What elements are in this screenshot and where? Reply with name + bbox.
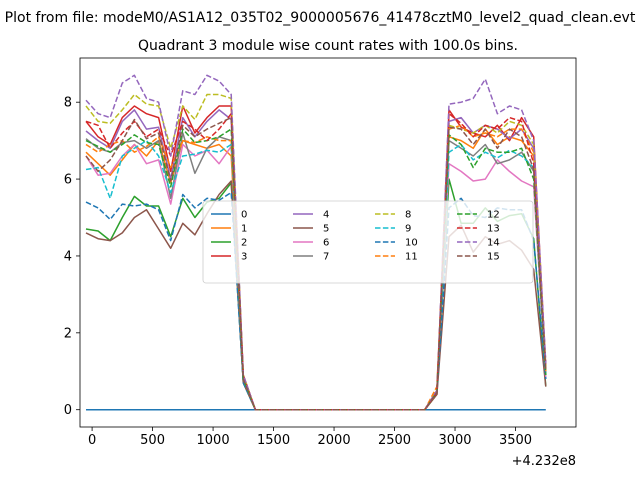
x-tick-label-3000: 3000: [438, 433, 471, 448]
legend-label-0: 0: [241, 210, 247, 221]
x-tick-label-2000: 2000: [318, 433, 351, 448]
legend-label-14: 14: [487, 238, 500, 249]
x-tick-label-0: 0: [88, 433, 96, 448]
series-line-15: [85, 116, 547, 411]
legend-label-1: 1: [241, 224, 247, 235]
series-line-14: [85, 74, 547, 411]
legend-label-10: 10: [405, 238, 418, 249]
y-tick-label-0: 0: [64, 403, 72, 418]
legend-label-2: 2: [241, 238, 247, 249]
legend-label-5: 5: [323, 224, 329, 235]
legend-label-8: 8: [405, 210, 411, 221]
legend-label-4: 4: [323, 210, 329, 221]
series-line-13: [85, 112, 547, 411]
y-tick-label-2: 2: [64, 326, 72, 341]
x-tick-label-1000: 1000: [197, 433, 230, 448]
legend-label-12: 12: [487, 210, 500, 221]
legend-label-7: 7: [323, 252, 329, 263]
y-tick-label-6: 6: [64, 173, 72, 188]
y-tick-label-8: 8: [64, 96, 72, 111]
plot-frame: [79, 57, 577, 428]
legend-label-3: 3: [241, 252, 247, 263]
legend-label-9: 9: [405, 224, 411, 235]
x-tick-label-500: 500: [140, 433, 165, 448]
legend-label-6: 6: [323, 238, 329, 249]
x-tick-label-2500: 2500: [378, 433, 411, 448]
chart-suptitle: Plot from file: modeM0/AS1A12_035T02_900…: [5, 10, 636, 26]
plot-area: 0 500 1000 1500 2000 2500 3000 3500024680123456…: [64, 57, 577, 448]
x-tick-label-3500: 3500: [499, 433, 532, 448]
legend-label-11: 11: [405, 252, 418, 263]
y-tick-label-4: 4: [64, 249, 72, 264]
x-tick-label-1500: 1500: [257, 433, 290, 448]
legend-box: [202, 200, 534, 284]
chart-title: Quadrant 3 module wise count rates with …: [138, 38, 518, 54]
legend-label-13: 13: [487, 224, 500, 235]
legend-label-15: 15: [487, 252, 500, 263]
x-axis-offset-label: +4.232e8: [512, 454, 576, 469]
